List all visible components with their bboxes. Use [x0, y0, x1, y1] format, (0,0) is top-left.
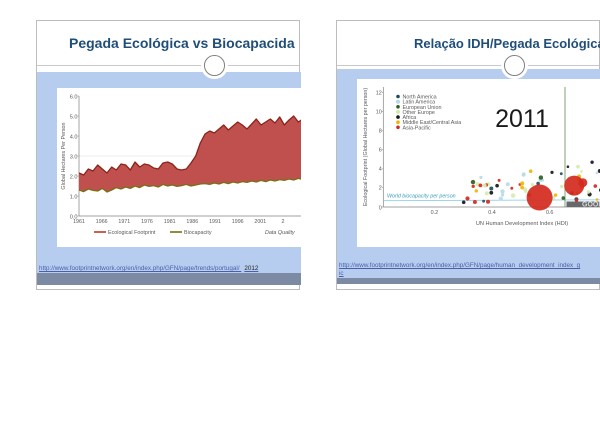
svg-text:3.0: 3.0 [69, 155, 77, 161]
svg-text:5.0: 5.0 [69, 115, 77, 121]
svg-text:0.6: 0.6 [545, 210, 553, 216]
svg-text:10: 10 [375, 110, 381, 116]
svg-text:Asia-Pacific: Asia-Pacific [402, 125, 430, 131]
svg-text:Global Hectares Per Person: Global Hectares Per Person [61, 122, 67, 189]
svg-text:Ecological Footprint: Ecological Footprint [108, 230, 156, 236]
svg-text:6: 6 [378, 148, 381, 154]
svg-text:0: 0 [378, 206, 381, 212]
svg-text:1991: 1991 [209, 219, 221, 225]
svg-text:1976: 1976 [141, 219, 153, 225]
svg-text:12: 12 [375, 91, 381, 97]
svg-text:UN Human Development Index (HD: UN Human Development Index (HDI) [475, 221, 567, 227]
svg-text:6.0: 6.0 [69, 95, 77, 101]
svg-text:4.0: 4.0 [69, 135, 77, 141]
svg-text:2: 2 [281, 219, 284, 225]
svg-text:1961: 1961 [73, 219, 85, 225]
svg-text:0.4: 0.4 [488, 210, 496, 216]
svg-text:2011: 2011 [495, 105, 549, 133]
svg-text:2.0: 2.0 [69, 175, 77, 181]
svg-text:1971: 1971 [118, 219, 130, 225]
svg-text:2001: 2001 [254, 219, 266, 225]
svg-text:8: 8 [378, 129, 381, 135]
svg-text:Biocapacity: Biocapacity [184, 230, 212, 236]
svg-text:Ecological Footprint (Global H: Ecological Footprint (Global Hectares pe… [363, 88, 369, 207]
svg-text:World biocapacity per person: World biocapacity per person [387, 194, 456, 200]
svg-text:1.0: 1.0 [69, 195, 77, 201]
svg-text:0.2: 0.2 [430, 210, 438, 216]
svg-text:1996: 1996 [231, 219, 243, 225]
svg-text:4: 4 [378, 167, 381, 173]
svg-text:GOOD: GOOD [582, 202, 600, 209]
svg-text:1966: 1966 [95, 219, 107, 225]
svg-text:Data Quality: Data Quality [265, 230, 295, 236]
svg-text:2: 2 [378, 186, 381, 192]
svg-text:1986: 1986 [186, 219, 198, 225]
svg-text:1981: 1981 [163, 219, 175, 225]
